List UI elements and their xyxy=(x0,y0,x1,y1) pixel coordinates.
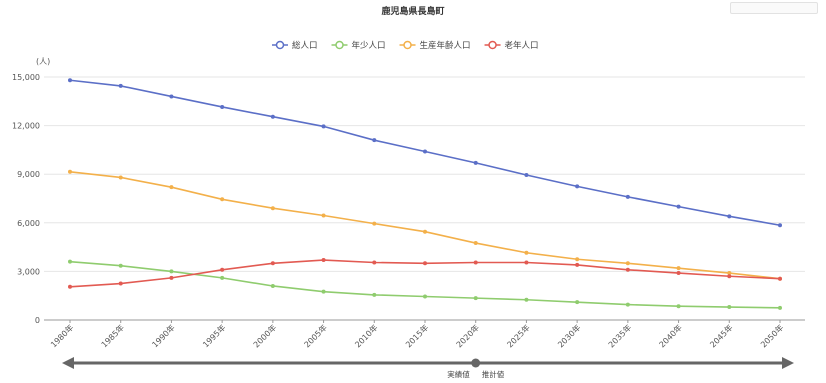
data-point xyxy=(625,194,630,199)
data-point xyxy=(270,206,275,211)
data-point xyxy=(524,173,529,178)
data-point xyxy=(270,261,275,266)
data-point xyxy=(524,250,529,255)
y-axis-label: (人) xyxy=(36,57,50,66)
data-point xyxy=(423,261,427,266)
data-point xyxy=(727,214,732,219)
data-point xyxy=(575,257,580,262)
data-point xyxy=(423,149,427,154)
data-point xyxy=(524,260,529,265)
toolbar-box xyxy=(730,2,818,14)
data-point xyxy=(270,114,275,119)
x-tick-label: 2010年 xyxy=(353,322,380,349)
data-point xyxy=(68,169,72,174)
data-point xyxy=(676,271,681,276)
arrow-head-left xyxy=(62,357,74,369)
legend-label: 生産年齢人口 xyxy=(420,40,471,51)
x-tick-label: 2035年 xyxy=(606,322,633,349)
x-tick-label: 2045年 xyxy=(708,322,735,349)
data-point xyxy=(118,175,123,180)
x-tick-label: 2000年 xyxy=(251,322,278,349)
data-point xyxy=(625,261,630,266)
y-tick-label: 15,000 xyxy=(12,73,40,82)
data-point xyxy=(778,276,782,281)
data-point xyxy=(118,281,123,286)
chart-title: 鹿児島県長島町 xyxy=(381,7,445,17)
data-point xyxy=(270,283,275,288)
x-tick-label: 2015年 xyxy=(403,322,430,349)
data-point xyxy=(778,305,782,310)
data-point xyxy=(778,223,782,228)
data-point xyxy=(68,284,72,289)
data-point xyxy=(321,289,326,294)
data-point xyxy=(575,262,580,267)
data-point xyxy=(676,266,681,271)
legend-label: 総人口 xyxy=(292,40,318,51)
data-point xyxy=(372,292,377,297)
x-tick-label: 1985年 xyxy=(99,322,126,349)
data-point xyxy=(727,305,732,310)
projected-label: 推計値 xyxy=(482,369,505,379)
actual-label: 実績値 xyxy=(447,369,470,379)
data-point xyxy=(118,83,123,88)
x-tick-label: 1990年 xyxy=(150,322,177,349)
data-point xyxy=(423,229,427,234)
data-point xyxy=(220,275,225,280)
data-point xyxy=(625,267,630,272)
data-point xyxy=(575,300,580,305)
x-tick-label: 1995年 xyxy=(200,322,227,349)
data-point xyxy=(169,185,174,190)
x-tick-label: 2020年 xyxy=(454,322,481,349)
data-point xyxy=(321,258,326,263)
y-tick-label: 3,000 xyxy=(17,267,40,276)
data-point xyxy=(473,241,478,246)
data-point xyxy=(423,294,427,299)
data-point xyxy=(220,104,225,109)
data-point xyxy=(473,160,478,165)
data-point xyxy=(372,260,377,265)
x-tick-label: 2030年 xyxy=(555,322,582,349)
legend-marker xyxy=(403,40,412,50)
data-point xyxy=(473,260,478,265)
data-point xyxy=(169,275,174,280)
legend-marker xyxy=(335,40,344,50)
y-tick-label: 0 xyxy=(35,316,40,325)
data-point xyxy=(68,78,72,83)
y-tick-label: 6,000 xyxy=(17,219,40,228)
x-tick-label: 2040年 xyxy=(657,322,684,349)
legend-label: 老年人口 xyxy=(505,40,539,51)
x-tick-label: 2050年 xyxy=(758,322,785,349)
y-tick-label: 9,000 xyxy=(17,170,40,179)
data-point xyxy=(118,263,123,268)
data-point xyxy=(676,204,681,209)
data-point xyxy=(220,267,225,272)
data-point xyxy=(169,94,174,99)
timeline-divider xyxy=(471,358,481,368)
series-line xyxy=(69,260,781,309)
data-point xyxy=(372,138,377,143)
data-point xyxy=(372,221,377,226)
data-point xyxy=(321,124,326,129)
data-point xyxy=(727,274,732,279)
data-point xyxy=(473,296,478,301)
data-point xyxy=(676,304,681,309)
data-point xyxy=(220,197,225,202)
y-tick-label: 12,000 xyxy=(12,122,40,131)
x-tick-label: 2005年 xyxy=(302,322,329,349)
x-tick-label: 2025年 xyxy=(505,322,532,349)
data-point xyxy=(625,302,630,307)
x-tick-label: 1980年 xyxy=(48,322,75,349)
data-point xyxy=(68,259,72,264)
arrow-head-right xyxy=(782,357,794,369)
legend-label: 年少人口 xyxy=(352,40,386,51)
data-point xyxy=(727,271,732,276)
data-point xyxy=(524,297,529,302)
data-point xyxy=(169,269,174,274)
data-point xyxy=(575,184,580,189)
legend-marker xyxy=(275,40,285,50)
legend-marker xyxy=(488,40,497,50)
data-point xyxy=(321,213,326,218)
